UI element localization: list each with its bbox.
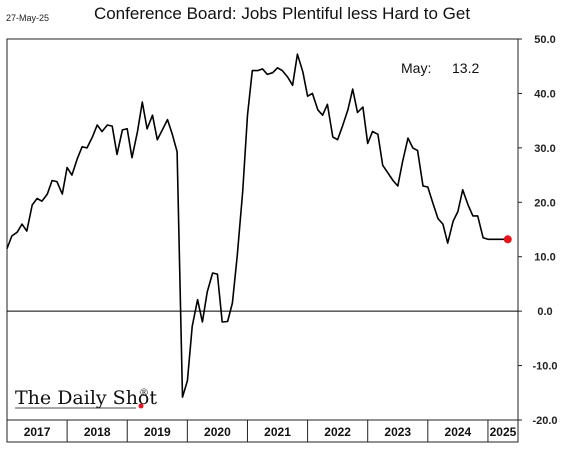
- y-tick-label: 0.0: [537, 306, 552, 318]
- x-tick-label: 2025: [490, 425, 517, 439]
- y-tick-label: 30.0: [534, 143, 555, 155]
- y-tick-label: -20.0: [532, 415, 557, 427]
- x-tick-label: 2018: [84, 425, 111, 439]
- plot-frame: [6, 38, 519, 443]
- series-layer: [6, 53, 512, 398]
- annotation-value: 13.2: [452, 60, 479, 76]
- brand-mark: ®: [139, 388, 149, 399]
- y-tick-label: 40.0: [534, 88, 555, 100]
- brand-name: The Daily Shot: [15, 387, 157, 409]
- x-tick-label: 2017: [24, 425, 51, 439]
- x-tick-label: 2023: [384, 425, 411, 439]
- chart-title: Conference Board: Jobs Plentiful less Ha…: [93, 4, 471, 23]
- x-axis: 2017 2018 2019 2020 2021 2022 2023 2024 2025: [24, 420, 517, 442]
- last-point-marker: [503, 235, 512, 244]
- y-tick-label: 50.0: [534, 34, 555, 46]
- plot-border: [6, 38, 519, 443]
- y-tick-label: 10.0: [534, 252, 555, 264]
- y-tick-label: 20.0: [534, 197, 555, 209]
- y-axis: -20.0 -10.0 0.0 10.0 20.0 30.0 40.0 50.0: [518, 34, 558, 427]
- y-tick-label: -10.0: [532, 361, 557, 373]
- series-line: [6, 53, 508, 398]
- brand-dot: [138, 403, 144, 409]
- brand-logo: The Daily Shot ®: [15, 387, 157, 409]
- annotation-label: May:: [401, 60, 431, 76]
- x-tick-label: 2020: [204, 425, 231, 439]
- x-tick-label: 2021: [264, 425, 291, 439]
- x-tick-label: 2019: [144, 425, 171, 439]
- date-label: 27-May-25: [6, 13, 50, 23]
- x-tick-label: 2024: [445, 425, 472, 439]
- x-tick-label: 2022: [324, 425, 351, 439]
